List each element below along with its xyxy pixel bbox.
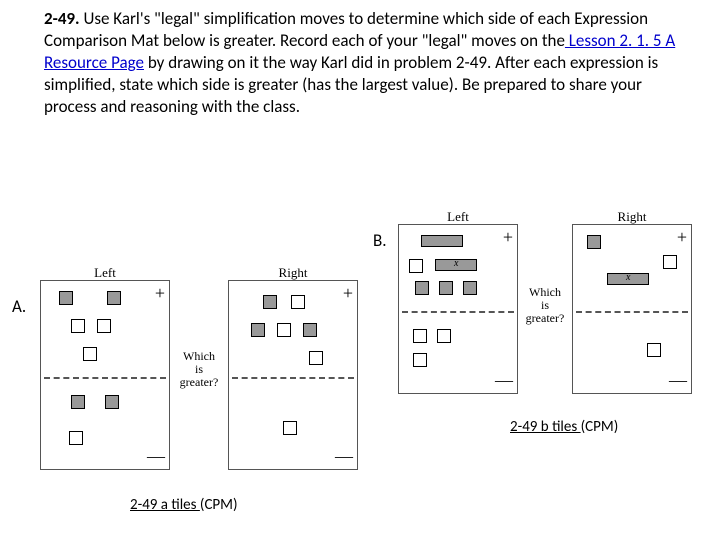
unit-open (309, 351, 323, 365)
matA-left: Left + — (40, 280, 170, 470)
unit-shaded (439, 281, 453, 295)
unit-open (283, 421, 297, 435)
unit-shaded (463, 281, 477, 295)
which-l2: is (195, 362, 203, 376)
plus-sign: + (503, 227, 513, 248)
unit-shaded (59, 291, 73, 305)
instructions-before: Use Karl's "legal" simplification moves … (44, 8, 648, 51)
tiles-link-b-text: 2-49 b tiles (510, 418, 581, 436)
unit-open (69, 431, 83, 445)
minus-sign: — (147, 446, 165, 467)
divider (402, 311, 514, 313)
which-l3: greater? (180, 375, 219, 389)
unit-open (413, 329, 427, 343)
problem-number: 2-49. (44, 8, 80, 29)
unit-open (291, 295, 305, 309)
which-l1: Which (529, 285, 561, 299)
which-is-greater-b: Which is greater? (522, 286, 568, 326)
x-bar-shaded (421, 235, 463, 247)
unit-shaded (251, 323, 265, 337)
label-b: B. (373, 230, 387, 251)
unit-open (83, 347, 97, 361)
unit-shaded (263, 295, 277, 309)
divider (44, 377, 166, 379)
label-a: A. (12, 296, 26, 317)
unit-open (437, 329, 451, 343)
unit-open (663, 255, 677, 269)
matB-right-head: Right (573, 209, 691, 225)
matB-left: Left + — x (398, 224, 518, 394)
which-l1: Which (183, 349, 215, 363)
matA-right-head: Right (229, 265, 357, 281)
unit-open (647, 343, 661, 357)
unit-shaded (105, 395, 119, 409)
plus-sign: + (155, 283, 165, 304)
tiles-link-a-text: 2-49 a tiles (130, 496, 200, 514)
which-is-greater-a: Which is greater? (176, 350, 222, 390)
x-label: x (626, 272, 630, 283)
which-l2: is (541, 298, 549, 312)
tiles-link-b[interactable]: 2-49 b tiles (CPM) (510, 418, 618, 436)
unit-open (413, 353, 427, 367)
matB-right: Right + — x (572, 224, 692, 394)
tiles-link-a[interactable]: 2-49 a tiles (CPM) (130, 496, 238, 514)
unit-shaded (71, 395, 85, 409)
tiles-link-b-suffix: (CPM) (581, 418, 619, 436)
unit-shaded (587, 235, 601, 249)
unit-open (277, 323, 291, 337)
plus-sign: + (677, 227, 687, 248)
matA-left-head: Left (41, 265, 169, 281)
x-label: x (454, 258, 458, 269)
unit-shaded (107, 291, 121, 305)
unit-shaded (303, 323, 317, 337)
matB-left-head: Left (399, 209, 517, 225)
x-bar-shaded: x (435, 259, 477, 271)
divider (576, 311, 688, 313)
x-bar-shaded: x (607, 273, 649, 285)
unit-shaded (415, 281, 429, 295)
tiles-link-a-suffix: (CPM) (200, 496, 238, 514)
unit-open (97, 319, 111, 333)
plus-sign: + (343, 283, 353, 304)
unit-open (71, 319, 85, 333)
minus-sign: — (335, 446, 353, 467)
divider (232, 377, 354, 379)
unit-open (409, 259, 423, 273)
minus-sign: — (669, 370, 687, 391)
minus-sign: — (495, 370, 513, 391)
which-l3: greater? (526, 311, 565, 325)
problem-instructions: 2-49. Use Karl's "legal" simplification … (44, 8, 684, 118)
matA-right: Right + — (228, 280, 358, 470)
